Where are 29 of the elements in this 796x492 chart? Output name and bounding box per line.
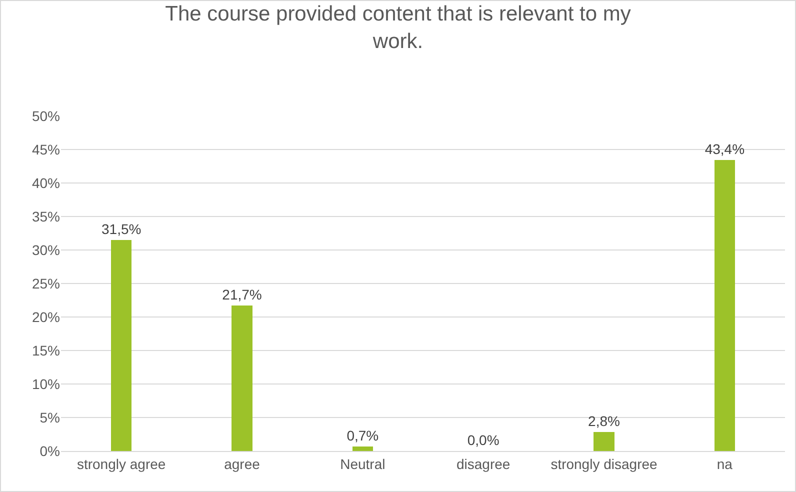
- bar: [111, 240, 132, 451]
- y-tick-label: 30%: [32, 242, 60, 258]
- y-tick-label: 40%: [32, 174, 60, 191]
- x-tick-label: disagree: [456, 456, 510, 472]
- y-tick-label: 5%: [40, 409, 60, 426]
- x-tick-label: strongly disagree: [550, 456, 658, 472]
- data-label: 2,8%: [588, 413, 620, 430]
- y-tick-label: 25%: [32, 275, 60, 292]
- bar: [714, 160, 735, 451]
- y-tick-label: 50%: [32, 108, 60, 124]
- y-tick-label: 20%: [32, 308, 60, 325]
- y-tick-label: 0%: [40, 442, 60, 459]
- y-tick-label: 15%: [32, 342, 60, 358]
- y-tick-label: 45%: [32, 141, 60, 158]
- bar: [594, 432, 614, 451]
- x-tick-label: agree: [224, 456, 260, 472]
- data-label: 0,0%: [467, 432, 500, 448]
- data-label: 21,7%: [222, 286, 262, 303]
- data-label: 0,7%: [346, 427, 379, 444]
- bar: [232, 306, 252, 451]
- x-tick-label: na: [716, 456, 733, 472]
- y-tick-label: 35%: [32, 208, 60, 224]
- x-tick-label: strongly agree: [76, 456, 166, 472]
- data-label: 31,5%: [101, 220, 142, 237]
- y-tick-label: 10%: [32, 376, 60, 392]
- data-label: 43,4%: [704, 141, 745, 158]
- bar: [352, 446, 373, 451]
- x-tick-label: Neutral: [340, 456, 386, 472]
- chart-title: The course provided content that is relevant to my work.: [165, 2, 632, 53]
